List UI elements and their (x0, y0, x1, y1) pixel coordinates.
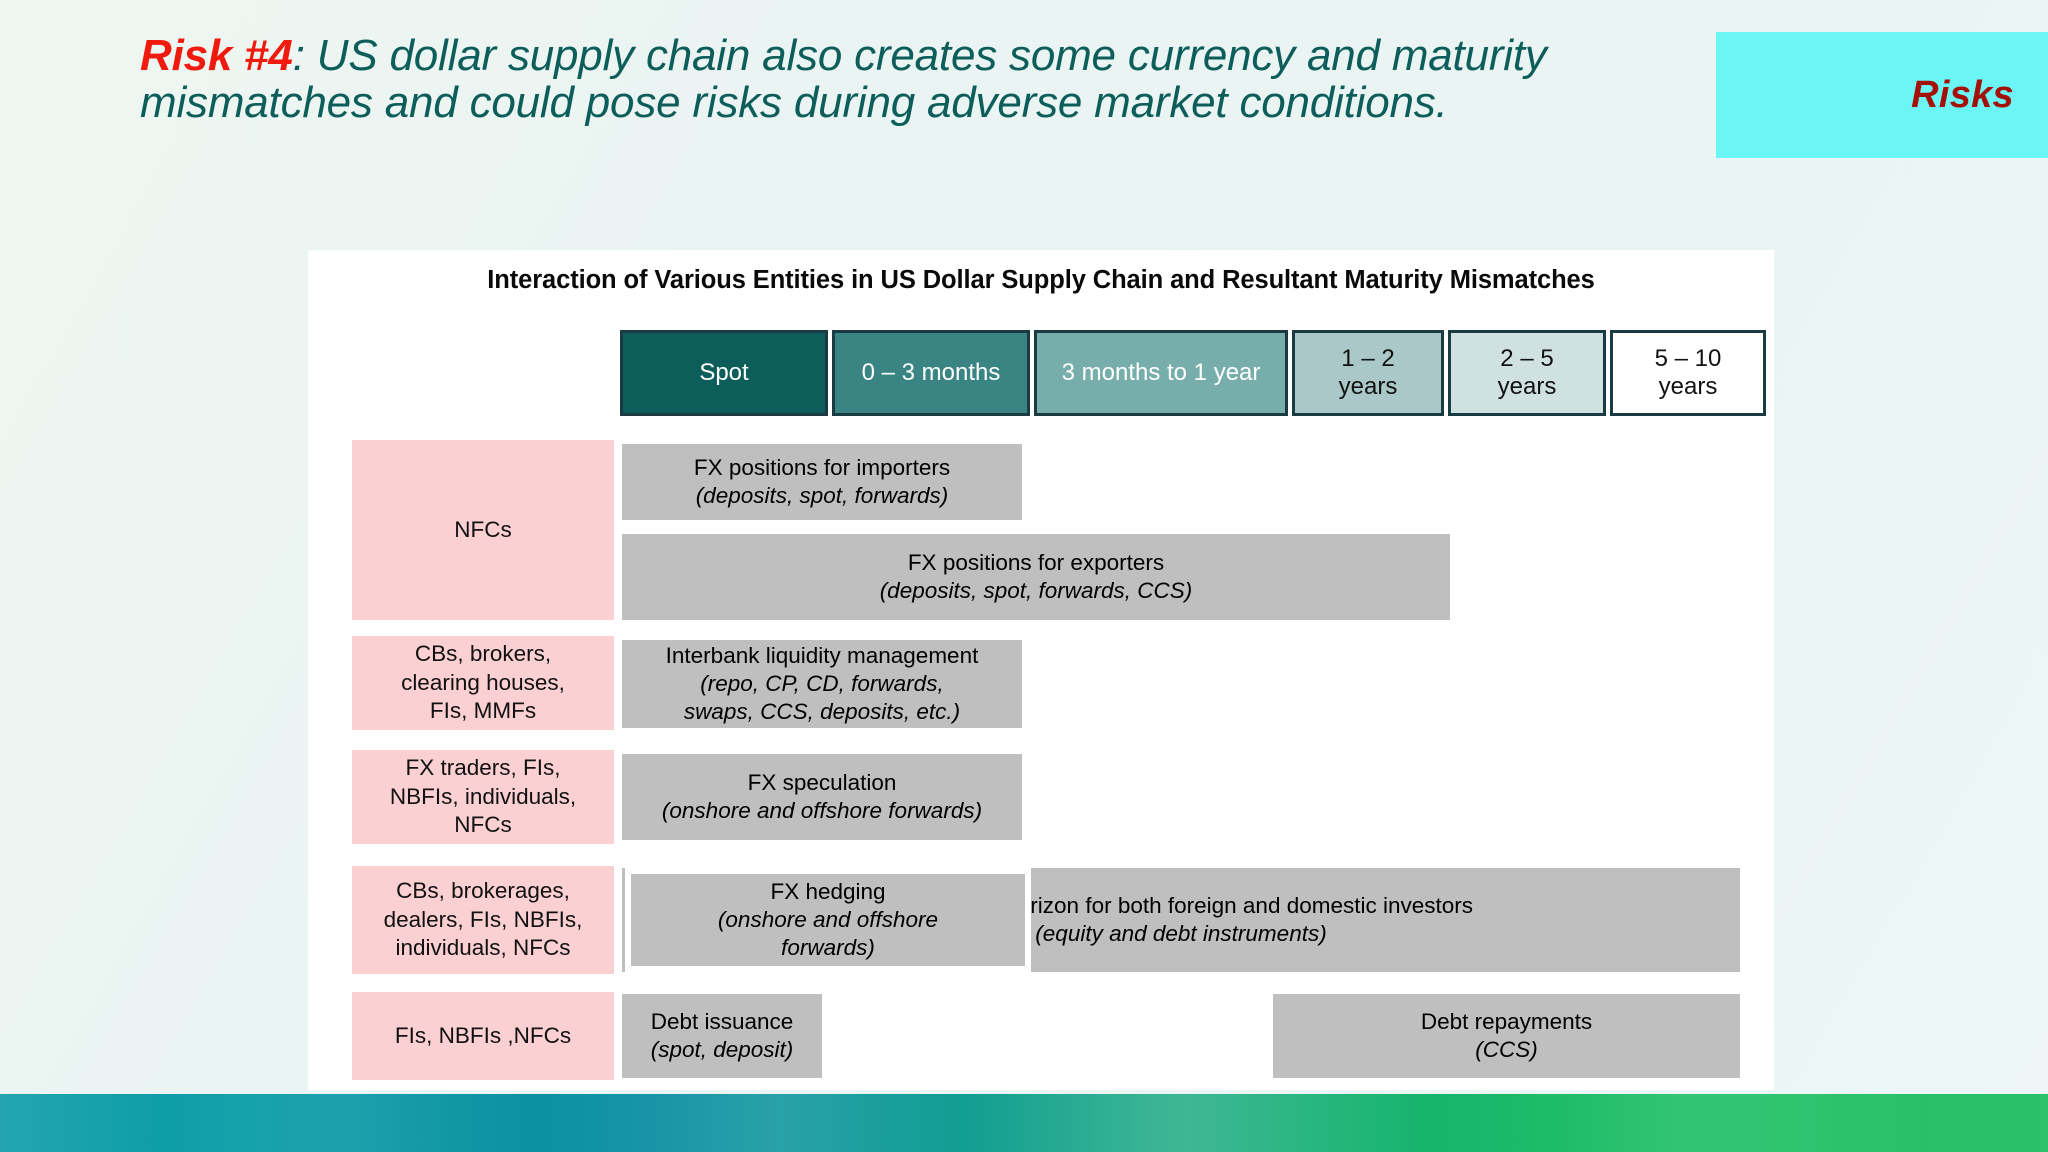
maturity-bucket-4: 1 – 2 years (1292, 330, 1444, 416)
activity-bar-instruments: (spot, deposit) (650, 1037, 794, 1062)
entity-label-cell: FX traders, FIs, NBFIs, individuals, NFC… (352, 750, 614, 844)
maturity-bucket-5: 2 – 5 years (1448, 330, 1606, 416)
maturity-bucket-2: 0 – 3 months (832, 330, 1030, 416)
page-title: Risk #4: US dollar supply chain also cre… (140, 32, 1620, 126)
activity-bar-title: FX positions for exporters (907, 550, 1165, 576)
maturity-bucket-label: Spot (699, 359, 749, 387)
footer-decoration-strip (0, 1094, 2048, 1152)
chart-body-grid: NFCs FX positions for importers (deposits,… (308, 436, 1774, 1080)
activity-bar-instruments: (onshore and offshore forwards) (661, 798, 983, 823)
maturity-bucket-label: 3 months to 1 year (1061, 359, 1261, 387)
maturity-bucket-3: 3 months to 1 year (1034, 330, 1288, 416)
maturity-bucket-header-row: Spot 0 – 3 months 3 months to 1 year 1 – 2 … (308, 330, 1774, 422)
entity-label-cell: NFCs (352, 440, 614, 620)
activity-bar: FX positions for importers (deposits, spo… (622, 444, 1022, 520)
activity-bar-instruments: (deposits, spot, forwards) (695, 483, 949, 508)
activity-bar-instruments: (deposits, spot, forwards, CCS) (879, 578, 1193, 603)
activity-bar-instruments: (repo, CP, CD, forwards, swaps, CCS, dep… (683, 671, 961, 724)
maturity-bucket-1: Spot (620, 330, 828, 416)
activity-bar-instruments: (CCS) (1475, 1037, 1538, 1062)
activity-bar: Interbank liquidity management (repo, CP,… (622, 640, 1022, 728)
activity-bar-title: Debt issuance (650, 1009, 794, 1035)
entity-label-cell: FIs, NBFIs ,NFCs (352, 992, 614, 1080)
activity-bar-title: Debt repayments (1420, 1009, 1593, 1035)
activity-bar: Debt issuance (spot, deposit) (622, 994, 822, 1078)
title-body: : US dollar supply chain also creates so… (140, 31, 1547, 128)
activity-bar: Debt repayments (CCS) (1273, 994, 1740, 1078)
activity-bar-title: FX positions for importers (693, 455, 951, 481)
entity-label-text: FX traders, FIs, NBFIs, individuals, NFC… (389, 755, 577, 838)
activity-bar-title: Interbank liquidity management (665, 643, 979, 669)
entity-label-cell: CBs, brokers, clearing houses, FIs, MMFs (352, 636, 614, 730)
maturity-bucket-6: 5 – 10 years (1610, 330, 1766, 416)
chart-title: Interaction of Various Entities in US Do… (487, 266, 1595, 294)
activity-bar: FX positions for exporters (deposits, spo… (622, 534, 1450, 620)
activity-bar: FX hedging (onshore and offshore forwards… (625, 868, 1031, 972)
chart-panel: Interaction of Various Entities in US Do… (308, 250, 1774, 1090)
risks-badge: Risks (1716, 32, 2048, 158)
maturity-bucket-label: 5 – 10 years (1654, 345, 1722, 400)
entity-label-text: NFCs (454, 516, 512, 542)
activity-bar-title: FX speculation (747, 770, 897, 796)
entity-label-text: CBs, brokers, clearing houses, FIs, MMFs (401, 641, 565, 724)
activity-bar-instruments: (onshore and offshore forwards) (717, 907, 939, 960)
entity-label-text: FIs, NBFIs ,NFCs (394, 1022, 572, 1048)
activity-bar-instruments: (equity and debt instruments) (1035, 921, 1327, 946)
activity-bar-title: FX hedging (770, 879, 886, 905)
maturity-bucket-label: 0 – 3 months (861, 359, 1001, 387)
entity-label-cell: CBs, brokerages, dealers, FIs, NBFIs, in… (352, 866, 614, 974)
risks-badge-label: Risks (1911, 73, 2014, 116)
entity-label-text: CBs, brokerages, dealers, FIs, NBFIs, in… (383, 878, 583, 961)
maturity-bucket-label: 2 – 5 years (1497, 345, 1557, 400)
maturity-bucket-label: 1 – 2 years (1338, 345, 1398, 400)
title-risk-number: Risk #4 (140, 31, 293, 80)
activity-bar: FX speculation (onshore and offshore forw… (622, 754, 1022, 840)
